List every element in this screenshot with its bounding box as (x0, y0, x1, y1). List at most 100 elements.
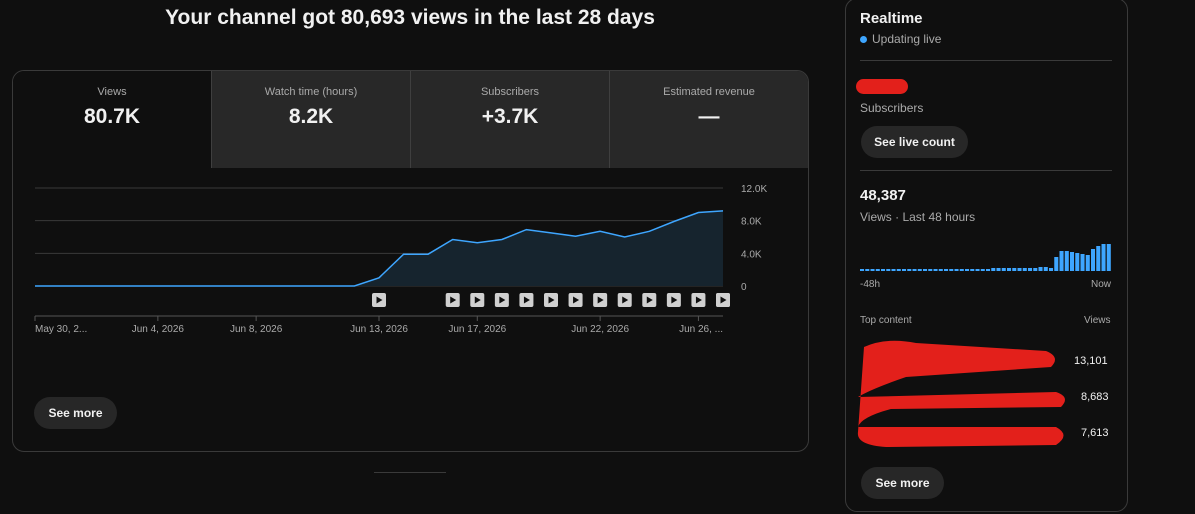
realtime-bar (1091, 249, 1096, 271)
live-dot-icon (860, 35, 867, 43)
y-tick-label: 8.0K (741, 217, 762, 228)
mini-axis-right: Now (1091, 279, 1112, 290)
realtime-bar (881, 269, 886, 271)
play-icon (646, 296, 653, 304)
realtime-bar (1059, 251, 1064, 271)
mini-axis-left: -48h (860, 279, 881, 290)
realtime-bar (1007, 268, 1012, 271)
realtime-bar (938, 269, 943, 271)
see-more-button[interactable]: See more (34, 397, 117, 429)
realtime-bar-chart (860, 244, 1111, 271)
views-chart-svg: 0 4.0K 8.0K 12.0K May 30, 2... Jun 4, 2026 Jun… (34, 184, 767, 335)
analytics-card: Views 80.7K Watch time (hours) 8.2K Subs… (12, 70, 809, 452)
realtime-bar (959, 269, 964, 271)
realtime-bar (965, 269, 970, 271)
realtime-bar (980, 269, 985, 271)
tab-revenue-label: Estimated revenue (663, 86, 755, 98)
redaction-mark (857, 340, 1065, 447)
metric-tabs: Views 80.7K Watch time (hours) 8.2K Subs… (13, 71, 808, 168)
tab-revenue[interactable]: Estimated revenue — (609, 71, 808, 168)
play-icon (597, 296, 604, 304)
tab-views-value: 80.7K (83, 105, 141, 128)
realtime-bar (1054, 257, 1059, 271)
play-icon (720, 296, 727, 304)
realtime-bar (886, 269, 891, 271)
y-tick-label: 4.0K (741, 249, 762, 260)
realtime-bar (1085, 255, 1090, 271)
realtime-bar (954, 269, 959, 271)
realtime-title: Realtime (860, 10, 923, 27)
realtime-views-count: 48,387 (860, 187, 906, 204)
realtime-bar (865, 269, 870, 271)
tab-watch-time-label: Watch time (hours) (264, 86, 358, 98)
realtime-panel: Realtime Updating live Subscribers See l… (845, 0, 1128, 512)
realtime-bar (875, 269, 880, 271)
realtime-bar (975, 269, 980, 271)
realtime-bar (917, 269, 922, 271)
realtime-bar (1080, 254, 1085, 271)
tab-views-label: Views (97, 86, 127, 98)
realtime-bar (1075, 253, 1080, 271)
play-icon (622, 296, 629, 304)
tab-subscribers[interactable]: Subscribers +3.7K (410, 71, 609, 168)
top-content-label: Top content (860, 315, 912, 326)
views-area (35, 210, 723, 286)
x-tick-label: May 30, 2... (35, 324, 87, 335)
live-status-label: Updating live (872, 32, 942, 46)
realtime-bar (1017, 268, 1022, 271)
realtime-bar (1038, 267, 1043, 271)
x-tick-label: Jun 4, 2026 (132, 324, 185, 335)
realtime-see-more-button[interactable]: See more (861, 467, 944, 499)
x-tick-label: Jun 13, 2026 (350, 324, 408, 335)
realtime-views-label: Views · Last 48 hours (860, 210, 976, 224)
realtime-bar (970, 269, 975, 271)
realtime-bar (949, 269, 954, 271)
realtime-bar (1049, 268, 1054, 271)
realtime-bar (902, 269, 907, 271)
play-icon (548, 296, 555, 304)
x-tick-label: Jun 22, 2026 (571, 324, 629, 335)
play-icon (450, 296, 457, 304)
realtime-bar (923, 269, 928, 271)
realtime-bar (1064, 251, 1069, 271)
play-icon (474, 296, 481, 304)
x-tick-label: Jun 17, 2026 (448, 324, 506, 335)
top-content-views-header: Views (1084, 315, 1111, 326)
views-chart: 0 4.0K 8.0K 12.0K May 30, 2... Jun 4, 2026 Jun… (13, 168, 808, 368)
tab-subscribers-value: +3.7K (481, 105, 539, 128)
live-status: Updating live (860, 32, 941, 46)
x-tick-label: Jun 8, 2026 (230, 324, 283, 335)
realtime-bar (1033, 268, 1038, 271)
realtime-bar (991, 268, 996, 271)
realtime-bar (870, 269, 875, 271)
realtime-bar (1028, 268, 1033, 271)
realtime-bar (944, 269, 949, 271)
tab-subscribers-label: Subscribers (480, 86, 540, 98)
y-tick-label: 0 (741, 282, 747, 293)
play-icon (695, 296, 702, 304)
divider (860, 60, 1112, 61)
realtime-bar (1001, 268, 1006, 271)
play-icon (573, 296, 580, 304)
see-live-count-button[interactable]: See live count (861, 126, 968, 158)
page-headline: Your channel got 80,693 views in the las… (165, 6, 655, 29)
realtime-bar (896, 269, 901, 271)
tab-views[interactable]: Views 80.7K (13, 71, 211, 168)
realtime-bar (996, 268, 1001, 271)
play-icon (671, 296, 678, 304)
x-tick-label: Jun 26, ... (679, 324, 723, 335)
realtime-bar (1070, 252, 1075, 271)
realtime-bar (933, 269, 938, 271)
tab-watch-time[interactable]: Watch time (hours) 8.2K (211, 71, 410, 168)
realtime-bar (928, 269, 933, 271)
realtime-bar (860, 269, 865, 271)
y-tick-label: 12.0K (741, 184, 767, 195)
top-content-views-3: 7,613 (1081, 427, 1109, 439)
realtime-bar (1096, 246, 1101, 271)
realtime-bar (912, 269, 917, 271)
play-icon (376, 296, 383, 304)
realtime-bar (1101, 244, 1106, 271)
scroll-indicator (374, 472, 446, 473)
realtime-bar (1043, 267, 1048, 271)
realtime-bar (1012, 268, 1017, 271)
